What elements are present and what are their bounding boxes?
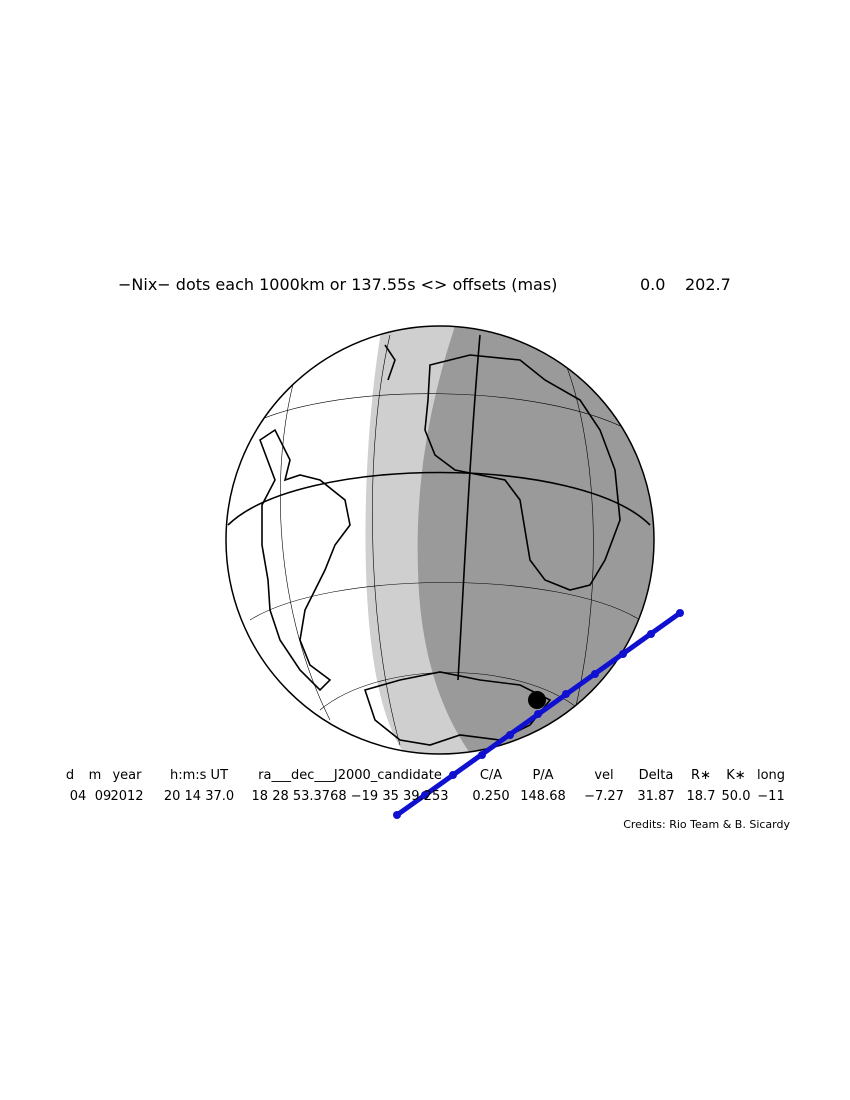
column-header: long (757, 768, 785, 783)
column-header: Delta (639, 768, 674, 783)
cell: 31.87 (637, 789, 674, 804)
cell: 20 14 37.0 (164, 789, 234, 804)
cell: 18 28 53.3768 −19 35 39.253 (252, 789, 449, 804)
column-header: d (66, 768, 74, 783)
cell: 148.68 (520, 789, 566, 804)
column-header: K∗ (726, 768, 745, 783)
column-header: R∗ (691, 768, 711, 783)
cell: 04 (70, 789, 87, 804)
column-header: vel (594, 768, 613, 783)
cell: 18.7 (687, 789, 716, 804)
cell: 50.0 (722, 789, 751, 804)
globe-limb (225, 325, 655, 755)
column-header: year (112, 768, 142, 783)
cell: −7.27 (584, 789, 624, 804)
globe (226, 326, 654, 754)
column-header: h:m:s UT (170, 768, 228, 783)
cell: 09 (95, 789, 112, 804)
column-header: m (89, 768, 102, 783)
column-header: ra___dec___J2000_candidate (258, 768, 442, 783)
offset-y: 202.7 (685, 275, 731, 294)
shadow-track (393, 609, 684, 819)
offset-x: 0.0 (640, 275, 665, 294)
map-title: −Nix− dots each 1000km or 137.55s <> off… (118, 275, 557, 294)
column-header: P/A (532, 768, 553, 783)
column-header: C/A (480, 768, 502, 783)
cell: 2012 (110, 789, 143, 804)
credits: Credits: Rio Team & B. Sicardy (623, 818, 790, 831)
cell: 0.250 (472, 789, 509, 804)
cell: −11 (757, 789, 784, 804)
